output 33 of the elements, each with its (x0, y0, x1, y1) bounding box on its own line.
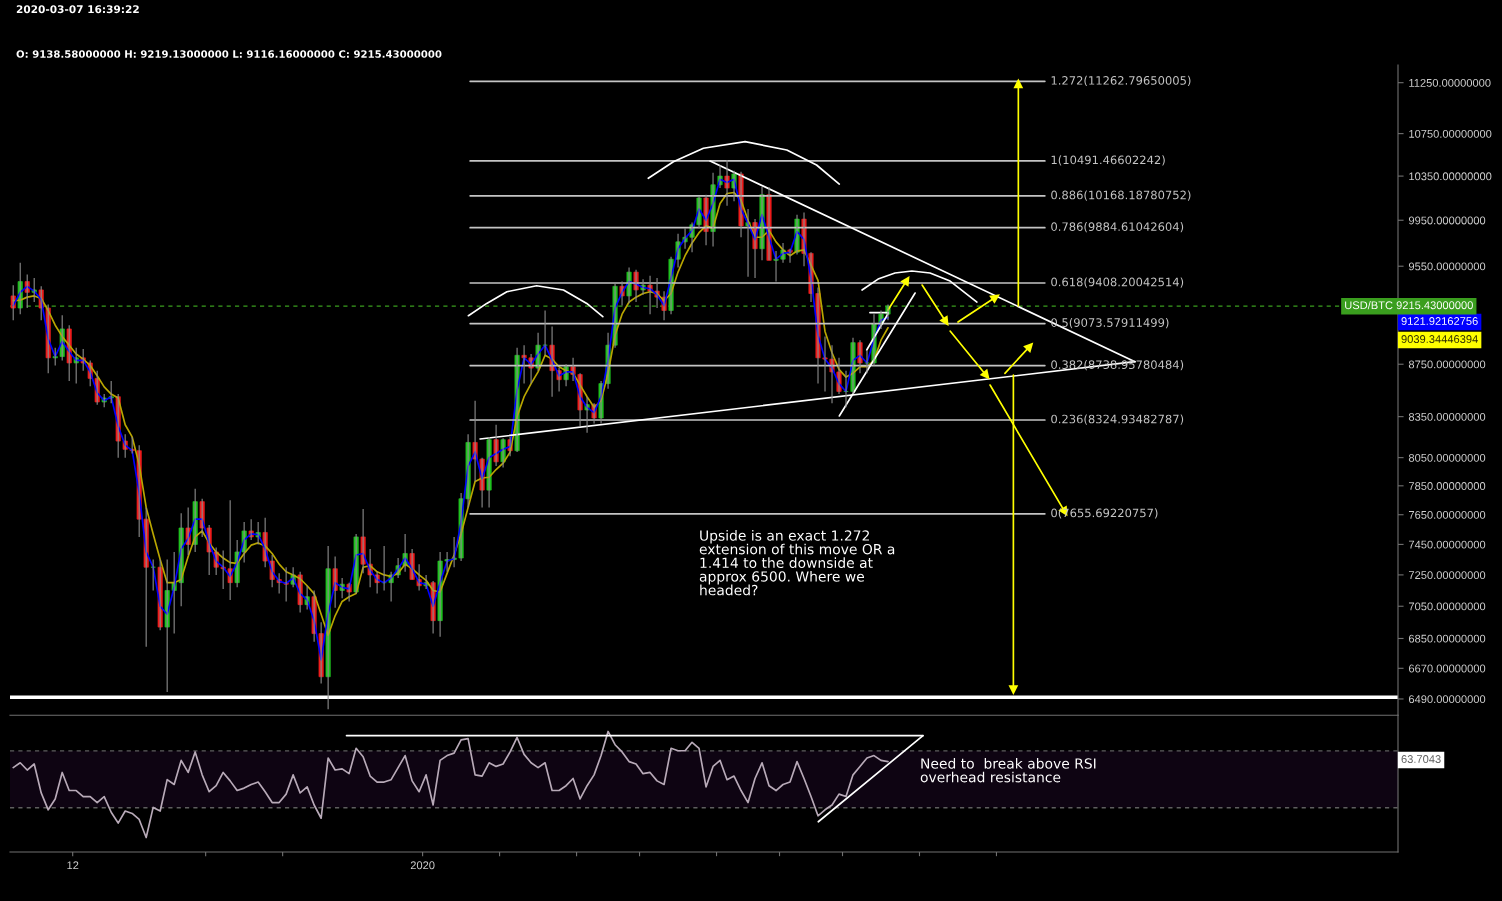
y-tick-label: 6490.00000000 (1408, 695, 1486, 704)
y-tick-label: 9550.00000000 (1408, 262, 1486, 271)
y-tick-label: 7850.00000000 (1408, 482, 1486, 490)
y-tick-label: 11250.00000000 (1409, 78, 1491, 87)
y-tick-label: 9950.00000000 (1408, 216, 1486, 225)
y-tick-label: 8050.00000000 (1408, 453, 1486, 462)
series-label: 1.272(11262.79650005) (1051, 75, 1191, 87)
series-label: 0(7655.69220757) (1051, 508, 1158, 519)
y-tick-label: 7650.00000000 (1408, 511, 1486, 519)
y-tick-label: 8750.00000000 (1408, 360, 1486, 369)
x-tick-label: 2020 (410, 861, 435, 870)
text: 2020-03-07 16:39:22 (16, 5, 139, 14)
y-tick-label: 6850.00000000 (1408, 634, 1486, 643)
series-label: 0.618(9408.20042514) (1051, 277, 1184, 288)
text: 9039.34446394 (1401, 335, 1478, 343)
series-label: 0.886(10168.18780752) (1051, 190, 1191, 201)
y-tick-label: 8350.00000000 (1408, 412, 1486, 421)
text: 63.7043 (1401, 755, 1441, 763)
y-tick-label: 6670.00000000 (1408, 664, 1486, 673)
series-label: 1(10491.46602242) (1051, 155, 1165, 166)
annotation: Need to break above RSI overhead resistance (920, 758, 1096, 783)
chart-subtitle: O: 9138.58000000 H: 9219.13000000 L: 9116.16000000 C: 9215.43000000 (16, 50, 442, 58)
series-label: 0.236(8324.93482787) (1051, 414, 1184, 425)
ref-line-label: USD/BTC 9215.43000000 (1345, 300, 1473, 310)
annotation: Upside is an exact 1.272 extension of this move OR a 1.414 to the downside at approx 6500. Where we headed? (699, 530, 895, 596)
y-tick-label: 7050.00000000 (1408, 602, 1486, 611)
y-tick-label: 7450.00000000 (1408, 540, 1486, 549)
x-tick-label: 12 (67, 861, 79, 870)
y-tick-label: 10750.00000000 (1409, 129, 1492, 138)
series-label: 0.786(9884.61042604) (1051, 222, 1184, 233)
text: 9121.92162756 (1401, 317, 1478, 325)
y-tick-label: 10350.00000000 (1409, 172, 1492, 181)
y-tick-label: 7250.00000000 (1408, 571, 1486, 580)
